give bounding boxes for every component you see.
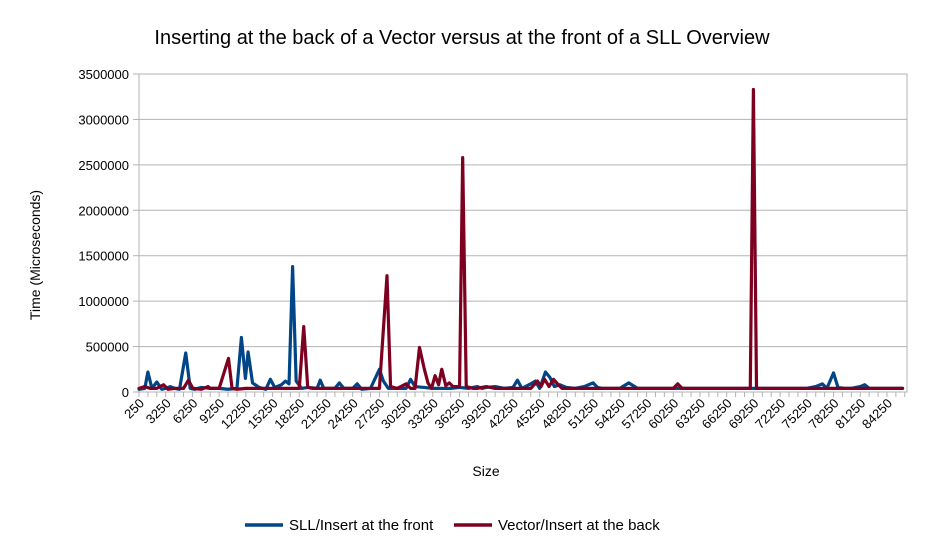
y-axis-ticks: 0 500000 1000000 1500000 2000000 2500000 30000… xyxy=(78,67,139,400)
legend-label-0: SLL/Insert at the front xyxy=(289,517,434,534)
y-tick-label: 2500000 xyxy=(78,158,129,173)
y-tick-label: 500000 xyxy=(86,340,129,355)
chart-title: Inserting at the back of a Vector versus… xyxy=(154,27,770,49)
x-axis-label: Size xyxy=(472,463,499,479)
y-axis-label: Time (Microseconds) xyxy=(27,190,43,320)
legend-label-1: Vector/Insert at the back xyxy=(498,517,660,534)
y-tick-label: 1000000 xyxy=(78,294,129,309)
series-line-1 xyxy=(137,87,905,391)
y-tick-label: 3000000 xyxy=(78,112,129,127)
y-tick-label: 1500000 xyxy=(78,249,129,264)
legend: SLL/Insert at the front Vector/Insert at … xyxy=(245,517,660,534)
y-tick-label: 3500000 xyxy=(78,67,129,82)
y-tick-label: 0 xyxy=(122,385,129,400)
y-tick-label: 2000000 xyxy=(78,203,129,218)
plot-area-border xyxy=(138,73,908,393)
series-layer xyxy=(137,87,905,391)
